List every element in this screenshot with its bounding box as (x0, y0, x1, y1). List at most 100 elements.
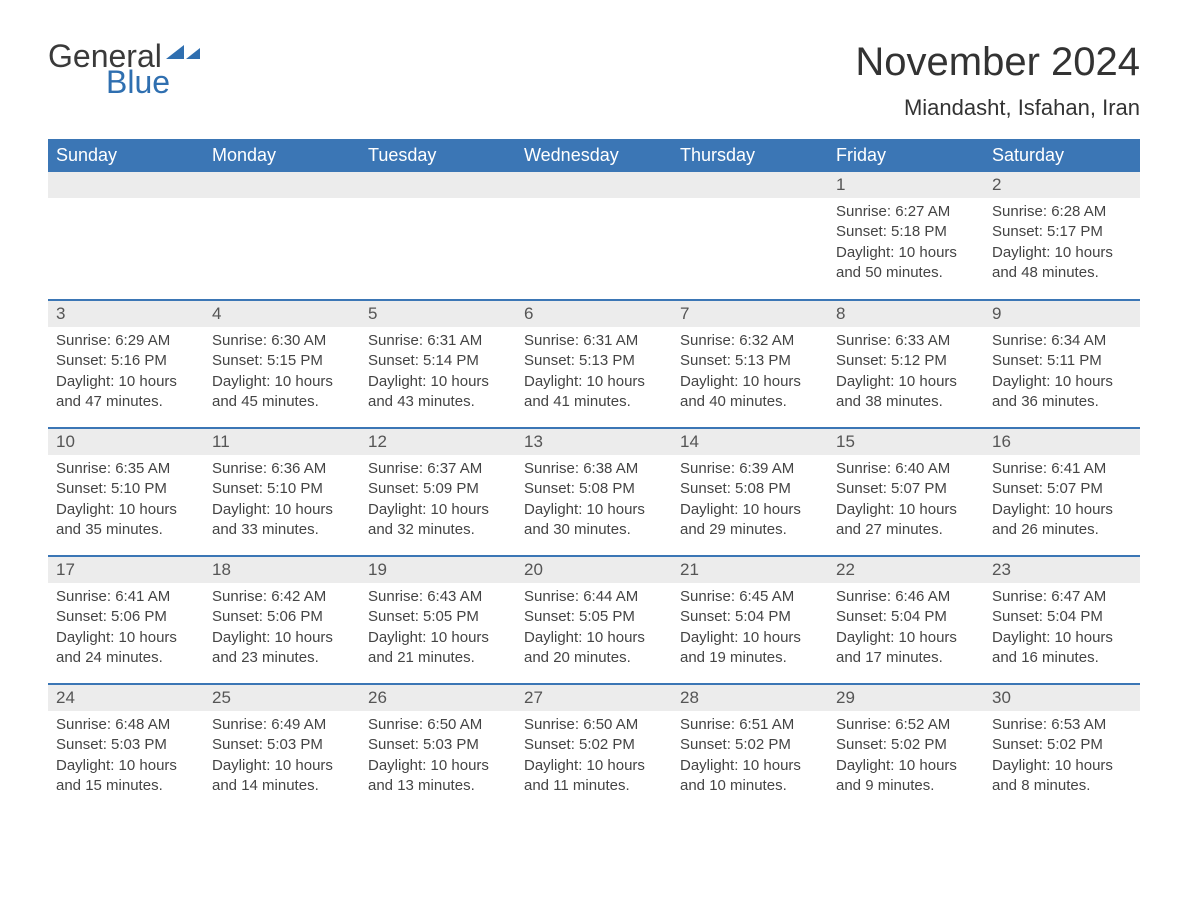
day-number: 22 (828, 557, 984, 583)
day-details: Sunrise: 6:41 AMSunset: 5:06 PMDaylight:… (48, 583, 204, 676)
day-details: Sunrise: 6:52 AMSunset: 5:02 PMDaylight:… (828, 711, 984, 804)
day-details: Sunrise: 6:44 AMSunset: 5:05 PMDaylight:… (516, 583, 672, 676)
day-details: Sunrise: 6:39 AMSunset: 5:08 PMDaylight:… (672, 455, 828, 548)
day-number: 10 (48, 429, 204, 455)
calendar-day: 25Sunrise: 6:49 AMSunset: 5:03 PMDayligh… (204, 684, 360, 812)
day-number: 13 (516, 429, 672, 455)
day-details: Sunrise: 6:37 AMSunset: 5:09 PMDaylight:… (360, 455, 516, 548)
calendar-day: 30Sunrise: 6:53 AMSunset: 5:02 PMDayligh… (984, 684, 1140, 812)
calendar-empty (516, 172, 672, 300)
day-number: 8 (828, 301, 984, 327)
day-details: Sunrise: 6:31 AMSunset: 5:13 PMDaylight:… (516, 327, 672, 420)
calendar-day: 10Sunrise: 6:35 AMSunset: 5:10 PMDayligh… (48, 428, 204, 556)
calendar-day: 19Sunrise: 6:43 AMSunset: 5:05 PMDayligh… (360, 556, 516, 684)
calendar-day: 21Sunrise: 6:45 AMSunset: 5:04 PMDayligh… (672, 556, 828, 684)
day-number: 24 (48, 685, 204, 711)
calendar-day: 16Sunrise: 6:41 AMSunset: 5:07 PMDayligh… (984, 428, 1140, 556)
calendar-day: 26Sunrise: 6:50 AMSunset: 5:03 PMDayligh… (360, 684, 516, 812)
day-number: 15 (828, 429, 984, 455)
day-details: Sunrise: 6:36 AMSunset: 5:10 PMDaylight:… (204, 455, 360, 548)
weekday-header: Tuesday (360, 139, 516, 172)
day-number: 16 (984, 429, 1140, 455)
day-number-empty (360, 172, 516, 198)
day-number-empty (204, 172, 360, 198)
day-details: Sunrise: 6:35 AMSunset: 5:10 PMDaylight:… (48, 455, 204, 548)
day-details: Sunrise: 6:46 AMSunset: 5:04 PMDaylight:… (828, 583, 984, 676)
calendar-row: 24Sunrise: 6:48 AMSunset: 5:03 PMDayligh… (48, 684, 1140, 812)
header: General Blue November 2024 Miandasht, Is… (48, 40, 1140, 121)
day-number: 7 (672, 301, 828, 327)
day-details: Sunrise: 6:50 AMSunset: 5:02 PMDaylight:… (516, 711, 672, 804)
location: Miandasht, Isfahan, Iran (855, 95, 1140, 121)
month-title: November 2024 (855, 40, 1140, 85)
calendar-row: 10Sunrise: 6:35 AMSunset: 5:10 PMDayligh… (48, 428, 1140, 556)
day-number: 12 (360, 429, 516, 455)
calendar-day: 24Sunrise: 6:48 AMSunset: 5:03 PMDayligh… (48, 684, 204, 812)
day-details: Sunrise: 6:42 AMSunset: 5:06 PMDaylight:… (204, 583, 360, 676)
calendar-empty (360, 172, 516, 300)
calendar-day: 2Sunrise: 6:28 AMSunset: 5:17 PMDaylight… (984, 172, 1140, 300)
logo: General Blue (48, 40, 200, 98)
day-number: 28 (672, 685, 828, 711)
day-details: Sunrise: 6:48 AMSunset: 5:03 PMDaylight:… (48, 711, 204, 804)
day-details: Sunrise: 6:53 AMSunset: 5:02 PMDaylight:… (984, 711, 1140, 804)
calendar-day: 29Sunrise: 6:52 AMSunset: 5:02 PMDayligh… (828, 684, 984, 812)
day-details: Sunrise: 6:32 AMSunset: 5:13 PMDaylight:… (672, 327, 828, 420)
day-number: 29 (828, 685, 984, 711)
day-number: 9 (984, 301, 1140, 327)
day-number: 25 (204, 685, 360, 711)
calendar-day: 11Sunrise: 6:36 AMSunset: 5:10 PMDayligh… (204, 428, 360, 556)
calendar-day: 14Sunrise: 6:39 AMSunset: 5:08 PMDayligh… (672, 428, 828, 556)
day-number: 3 (48, 301, 204, 327)
day-details: Sunrise: 6:38 AMSunset: 5:08 PMDaylight:… (516, 455, 672, 548)
calendar-day: 20Sunrise: 6:44 AMSunset: 5:05 PMDayligh… (516, 556, 672, 684)
day-details: Sunrise: 6:40 AMSunset: 5:07 PMDaylight:… (828, 455, 984, 548)
day-details: Sunrise: 6:41 AMSunset: 5:07 PMDaylight:… (984, 455, 1140, 548)
day-number: 19 (360, 557, 516, 583)
day-details: Sunrise: 6:30 AMSunset: 5:15 PMDaylight:… (204, 327, 360, 420)
calendar-day: 1Sunrise: 6:27 AMSunset: 5:18 PMDaylight… (828, 172, 984, 300)
calendar-day: 12Sunrise: 6:37 AMSunset: 5:09 PMDayligh… (360, 428, 516, 556)
title-block: November 2024 Miandasht, Isfahan, Iran (855, 40, 1140, 121)
day-number: 4 (204, 301, 360, 327)
day-details: Sunrise: 6:47 AMSunset: 5:04 PMDaylight:… (984, 583, 1140, 676)
calendar-row: 3Sunrise: 6:29 AMSunset: 5:16 PMDaylight… (48, 300, 1140, 428)
calendar-row: 17Sunrise: 6:41 AMSunset: 5:06 PMDayligh… (48, 556, 1140, 684)
calendar-day: 17Sunrise: 6:41 AMSunset: 5:06 PMDayligh… (48, 556, 204, 684)
day-number: 26 (360, 685, 516, 711)
weekday-header: Monday (204, 139, 360, 172)
day-number: 2 (984, 172, 1140, 198)
day-number: 17 (48, 557, 204, 583)
logo-text-blue: Blue (106, 66, 200, 98)
day-number: 30 (984, 685, 1140, 711)
day-details: Sunrise: 6:28 AMSunset: 5:17 PMDaylight:… (984, 198, 1140, 291)
calendar-day: 18Sunrise: 6:42 AMSunset: 5:06 PMDayligh… (204, 556, 360, 684)
calendar-day: 13Sunrise: 6:38 AMSunset: 5:08 PMDayligh… (516, 428, 672, 556)
day-number: 1 (828, 172, 984, 198)
day-details: Sunrise: 6:43 AMSunset: 5:05 PMDaylight:… (360, 583, 516, 676)
day-number: 5 (360, 301, 516, 327)
calendar-day: 7Sunrise: 6:32 AMSunset: 5:13 PMDaylight… (672, 300, 828, 428)
calendar-day: 4Sunrise: 6:30 AMSunset: 5:15 PMDaylight… (204, 300, 360, 428)
day-number-empty (516, 172, 672, 198)
weekday-header-row: SundayMondayTuesdayWednesdayThursdayFrid… (48, 139, 1140, 172)
day-number-empty (48, 172, 204, 198)
day-number: 11 (204, 429, 360, 455)
day-details: Sunrise: 6:33 AMSunset: 5:12 PMDaylight:… (828, 327, 984, 420)
calendar-day: 8Sunrise: 6:33 AMSunset: 5:12 PMDaylight… (828, 300, 984, 428)
weekday-header: Saturday (984, 139, 1140, 172)
day-details: Sunrise: 6:31 AMSunset: 5:14 PMDaylight:… (360, 327, 516, 420)
day-details: Sunrise: 6:45 AMSunset: 5:04 PMDaylight:… (672, 583, 828, 676)
day-number: 20 (516, 557, 672, 583)
weekday-header: Friday (828, 139, 984, 172)
calendar-empty (204, 172, 360, 300)
calendar-day: 3Sunrise: 6:29 AMSunset: 5:16 PMDaylight… (48, 300, 204, 428)
day-number: 23 (984, 557, 1140, 583)
day-number: 21 (672, 557, 828, 583)
weekday-header: Wednesday (516, 139, 672, 172)
day-number: 27 (516, 685, 672, 711)
calendar-day: 22Sunrise: 6:46 AMSunset: 5:04 PMDayligh… (828, 556, 984, 684)
day-number: 14 (672, 429, 828, 455)
calendar-day: 27Sunrise: 6:50 AMSunset: 5:02 PMDayligh… (516, 684, 672, 812)
calendar-row: 1Sunrise: 6:27 AMSunset: 5:18 PMDaylight… (48, 172, 1140, 300)
